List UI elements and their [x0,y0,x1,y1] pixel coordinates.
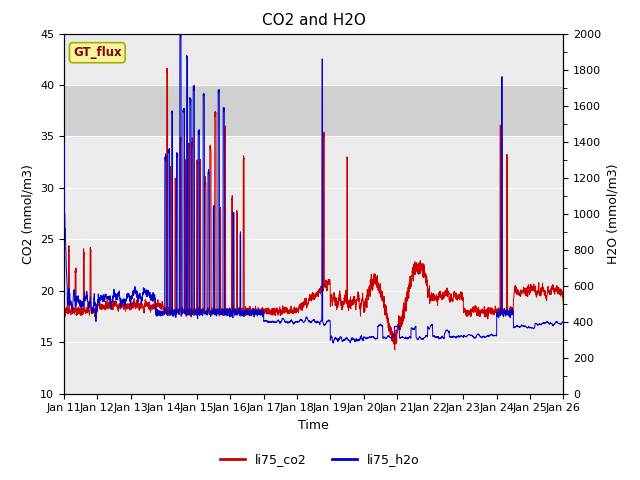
Legend: li75_co2, li75_h2o: li75_co2, li75_h2o [215,448,425,471]
Y-axis label: CO2 (mmol/m3): CO2 (mmol/m3) [22,164,35,264]
Title: CO2 and H2O: CO2 and H2O [262,13,365,28]
Y-axis label: H2O (mmol/m3): H2O (mmol/m3) [607,163,620,264]
Bar [64,85,563,136]
Text: GT_flux: GT_flux [73,46,122,59]
X-axis label: Time: Time [298,419,329,432]
